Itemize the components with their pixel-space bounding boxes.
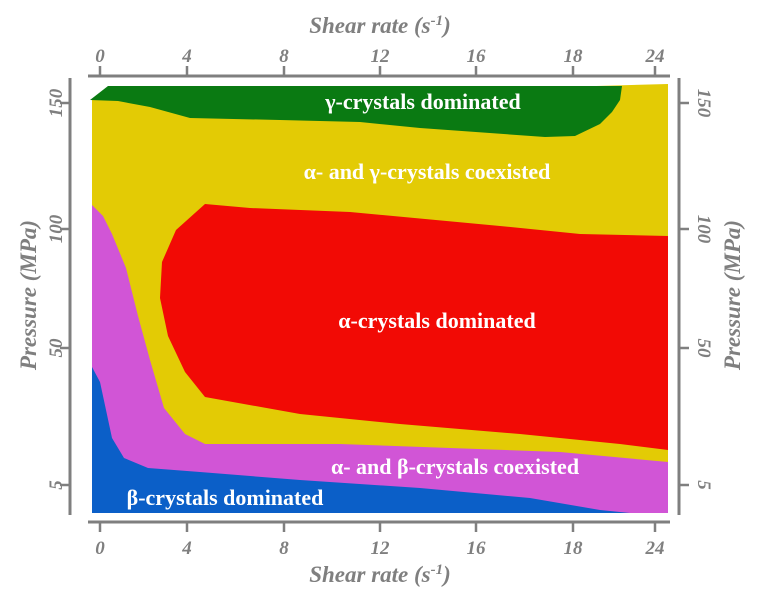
y-tick-label-left: 50	[46, 338, 67, 358]
y-tick-label-left: 5	[46, 480, 67, 490]
x-axis-ticks: 0 0 4 4 8 8 12 12 16 16 18 18 24 24	[95, 46, 664, 559]
region-alpha	[160, 204, 668, 450]
y-axis-ticks: 5 5 50 50 100 100 150 150	[46, 88, 714, 490]
region-beta	[92, 367, 630, 513]
y-tick-label-left: 150	[46, 88, 67, 117]
regions	[90, 84, 668, 513]
x-tick-label-bottom: 18	[564, 538, 584, 559]
region-label-beta: β-crystals dominated	[127, 485, 324, 510]
x-tick-label-top: 18	[564, 46, 584, 67]
x-tick-label-top: 0	[95, 46, 105, 67]
x-tick-label-bottom: 8	[279, 538, 289, 559]
region-label-gamma: γ-crystals dominated	[324, 89, 520, 114]
x-tick-label-top: 16	[467, 46, 487, 67]
region-label-alpha-beta: α- and β-crystals coexisted	[331, 454, 579, 479]
bottom-axis-title: Shear rate (s-1)	[309, 562, 451, 587]
x-tick-label-top: 4	[181, 46, 192, 67]
y-tick-label-right: 150	[693, 89, 714, 118]
x-tick-label-bottom: 0	[95, 538, 105, 559]
y-tick-label-right: 100	[693, 215, 714, 244]
x-tick-label-bottom: 4	[181, 538, 192, 559]
x-tick-label-top: 24	[645, 46, 665, 67]
x-tick-label-top: 12	[371, 46, 391, 67]
left-axis-title: Pressure (MPa)	[16, 220, 41, 371]
y-tick-label-right: 50	[693, 339, 714, 359]
region-label-alpha: α-crystals dominated	[338, 308, 535, 333]
x-tick-label-bottom: 12	[371, 538, 391, 559]
region-gamma	[90, 86, 622, 137]
x-tick-label-bottom: 16	[467, 538, 487, 559]
region-label-alpha-gamma: α- and γ-crystals coexisted	[304, 159, 551, 184]
top-axis-title: Shear rate (s-1)	[309, 13, 451, 38]
y-tick-label-right: 5	[693, 480, 714, 490]
x-tick-label-bottom: 24	[645, 538, 665, 559]
x-tick-label-top: 8	[279, 46, 289, 67]
y-tick-label-left: 100	[46, 214, 67, 243]
region-labels: γ-crystals dominated α- and γ-crystals c…	[127, 89, 579, 510]
right-axis-title: Pressure (MPa)	[720, 220, 745, 371]
